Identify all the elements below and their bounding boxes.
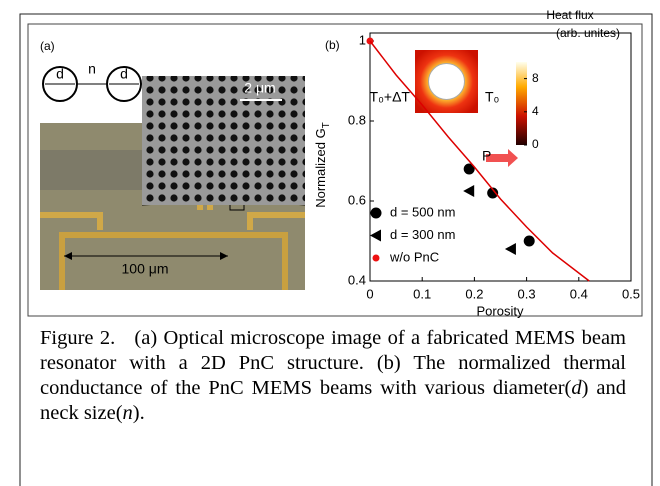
panel-label: (b): [325, 38, 340, 52]
colorbar-subtitle: (arb. unites): [556, 26, 620, 40]
scale-label: 2 μm: [244, 80, 275, 96]
colorbar: [516, 62, 527, 145]
caption-text: (a) Optical microscope image of a fabric…: [40, 327, 626, 399]
caption: Figure 2. (a) Optical microscope image o…: [40, 326, 626, 426]
y-tick-label: 1: [359, 32, 366, 47]
y-tick-label: 0.8: [348, 112, 366, 127]
scale-label: 100 μm: [122, 261, 169, 277]
inset-label: T₀: [485, 89, 500, 105]
caption-symbol: d: [571, 377, 581, 399]
y-tick-label: 0.4: [348, 272, 366, 287]
caption-text: ).: [133, 402, 145, 424]
x-tick-label: 0.5: [622, 286, 640, 301]
x-tick-label: 0.3: [518, 286, 536, 301]
legend-marker: [371, 208, 382, 219]
diagram-label: n: [88, 61, 96, 77]
legend-marker: [373, 255, 380, 262]
x-tick-label: 0: [366, 286, 373, 301]
y-axis-label-sub: T: [321, 122, 332, 128]
fit-curve: [370, 41, 589, 281]
diagram-label: d: [120, 66, 128, 82]
diagram-label: d: [56, 66, 64, 82]
data-point: [524, 236, 535, 247]
data-point: [505, 243, 516, 255]
x-tick-label: 0.4: [570, 286, 588, 301]
colorbar-tick-label: 0: [532, 137, 539, 151]
heatmap-hole: [429, 64, 465, 100]
annotation: P: [482, 148, 491, 164]
colorbar-tick-label: 4: [532, 104, 539, 118]
data-point: [463, 185, 474, 197]
y-tick-label: 0.6: [348, 192, 366, 207]
y-axis-label: Normalized GT: [313, 122, 331, 208]
legend-label: d = 500 nm: [390, 204, 455, 219]
page: (a) d n d 2 μm 100 μm (b) Porosity Norma…: [0, 0, 660, 486]
x-tick-label: 0.2: [465, 286, 483, 301]
y-axis-label-main: Normalized G: [313, 128, 328, 207]
panel-label: (a): [40, 39, 55, 53]
caption-label: Figure 2.: [40, 327, 115, 349]
colorbar-tick-label: 8: [532, 71, 539, 85]
legend-marker: [370, 230, 381, 242]
caption-symbol: n: [123, 402, 133, 424]
x-tick-label: 0.1: [413, 286, 431, 301]
inset-label: T₀+ΔT: [370, 89, 411, 105]
legend-label: d = 300 nm: [390, 227, 455, 242]
sem-image: [142, 76, 305, 205]
legend-label: w/o PnC: [389, 249, 439, 264]
x-axis-label: Porosity: [477, 303, 524, 318]
colorbar-title: Heat flux: [546, 8, 593, 22]
